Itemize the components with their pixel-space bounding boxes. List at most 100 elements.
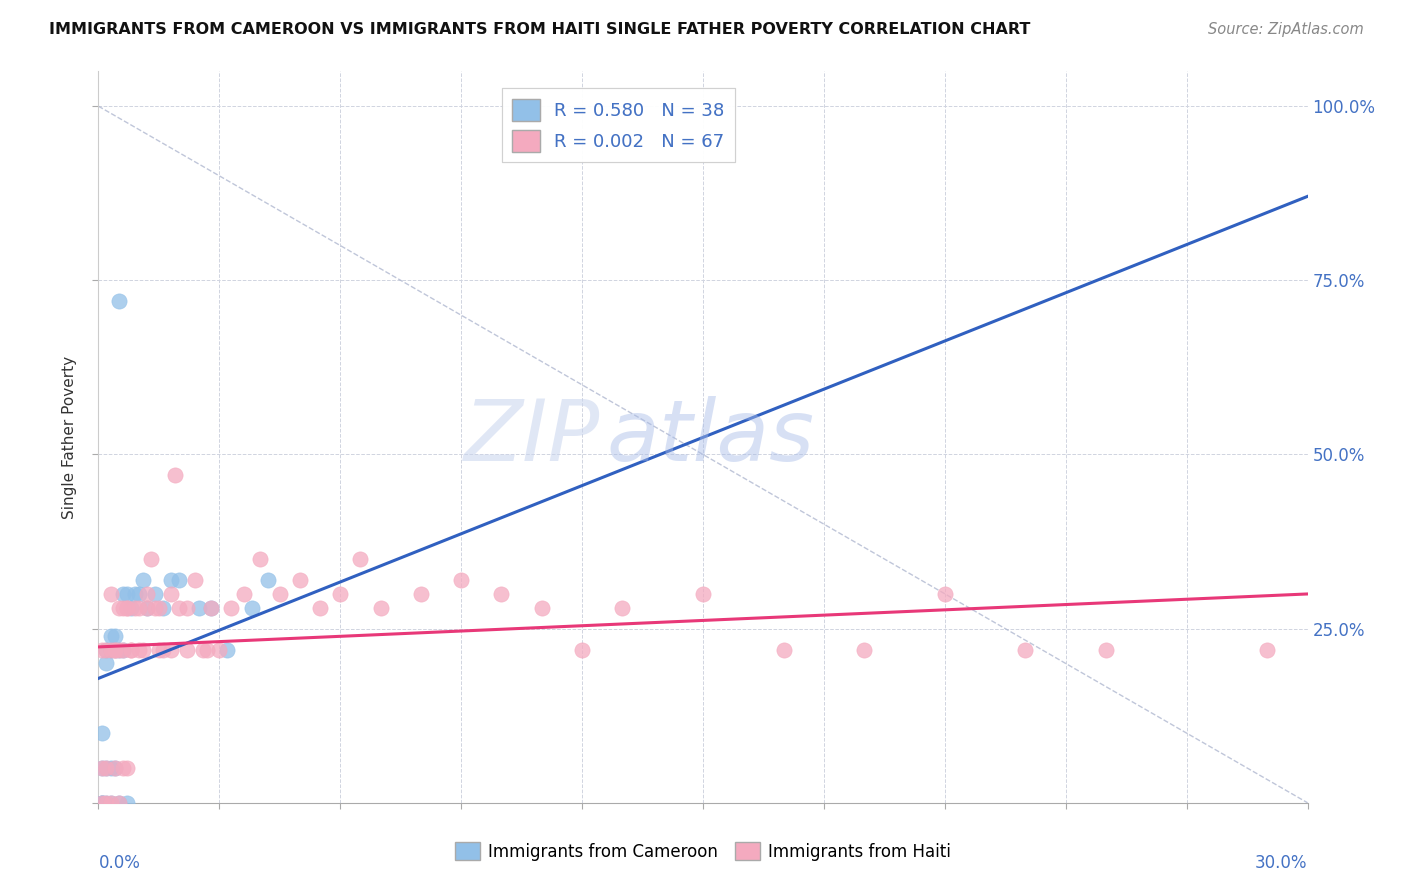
- Point: [143, 600, 166, 615]
- Point: [1256, 642, 1278, 657]
- Point: [217, 642, 239, 657]
- Point: [370, 600, 392, 615]
- Point: [91, 796, 114, 810]
- Point: [188, 600, 211, 615]
- Point: [148, 600, 170, 615]
- Point: [409, 587, 432, 601]
- Point: [135, 600, 157, 615]
- Point: [530, 600, 553, 615]
- Point: [111, 761, 134, 775]
- Point: [152, 600, 174, 615]
- Point: [96, 796, 118, 810]
- Point: [96, 761, 118, 775]
- Point: [160, 587, 183, 601]
- Point: [91, 796, 114, 810]
- Point: [103, 761, 125, 775]
- Point: [111, 600, 134, 615]
- Point: [115, 600, 138, 615]
- Point: [107, 796, 129, 810]
- Point: [91, 796, 114, 810]
- Point: [100, 629, 122, 643]
- Point: [143, 587, 166, 601]
- Point: [107, 642, 129, 657]
- Text: IMMIGRANTS FROM CAMEROON VS IMMIGRANTS FROM HAITI SINGLE FATHER POVERTY CORRELAT: IMMIGRANTS FROM CAMEROON VS IMMIGRANTS F…: [49, 22, 1031, 37]
- Point: [100, 761, 122, 775]
- Point: [100, 587, 122, 601]
- Point: [167, 573, 190, 587]
- Point: [91, 796, 114, 810]
- Point: [96, 642, 118, 657]
- Point: [853, 642, 876, 657]
- Point: [256, 573, 278, 587]
- Point: [128, 642, 150, 657]
- Point: [111, 642, 134, 657]
- Point: [96, 642, 118, 657]
- Legend: R = 0.580   N = 38, R = 0.002   N = 67: R = 0.580 N = 38, R = 0.002 N = 67: [502, 87, 735, 162]
- Point: [115, 587, 138, 601]
- Point: [107, 642, 129, 657]
- Point: [200, 600, 222, 615]
- Point: [103, 761, 125, 775]
- Point: [195, 642, 218, 657]
- Point: [91, 726, 114, 740]
- Point: [103, 642, 125, 657]
- Point: [612, 600, 634, 615]
- Point: [692, 587, 714, 601]
- Point: [115, 796, 138, 810]
- Point: [139, 552, 162, 566]
- Point: [107, 796, 129, 810]
- Point: [111, 587, 134, 601]
- Point: [120, 642, 142, 657]
- Point: [100, 796, 122, 810]
- Point: [200, 600, 222, 615]
- Point: [91, 761, 114, 775]
- Point: [107, 294, 129, 309]
- Point: [124, 587, 146, 601]
- Text: ZIP: ZIP: [464, 395, 600, 479]
- Point: [163, 468, 186, 483]
- Point: [232, 587, 254, 601]
- Point: [135, 587, 157, 601]
- Text: 30.0%: 30.0%: [1256, 854, 1308, 872]
- Point: [103, 629, 125, 643]
- Point: [184, 573, 207, 587]
- Point: [124, 600, 146, 615]
- Text: 0.0%: 0.0%: [98, 854, 141, 872]
- Point: [269, 587, 291, 601]
- Point: [329, 587, 352, 601]
- Point: [115, 761, 138, 775]
- Point: [1014, 642, 1036, 657]
- Point: [96, 796, 118, 810]
- Point: [135, 600, 157, 615]
- Point: [132, 642, 155, 657]
- Point: [208, 642, 231, 657]
- Text: atlas: atlas: [606, 395, 814, 479]
- Point: [120, 642, 142, 657]
- Point: [491, 587, 513, 601]
- Point: [176, 600, 198, 615]
- Point: [103, 642, 125, 657]
- Point: [96, 657, 118, 671]
- Point: [103, 642, 125, 657]
- Point: [152, 642, 174, 657]
- Point: [934, 587, 956, 601]
- Point: [148, 642, 170, 657]
- Point: [167, 600, 190, 615]
- Point: [571, 642, 593, 657]
- Point: [100, 642, 122, 657]
- Point: [91, 642, 114, 657]
- Point: [450, 573, 472, 587]
- Point: [249, 552, 271, 566]
- Point: [128, 600, 150, 615]
- Text: Source: ZipAtlas.com: Source: ZipAtlas.com: [1208, 22, 1364, 37]
- Point: [288, 573, 311, 587]
- Point: [221, 600, 243, 615]
- Point: [193, 642, 215, 657]
- Point: [96, 761, 118, 775]
- Point: [132, 573, 155, 587]
- Point: [309, 600, 332, 615]
- Point: [772, 642, 794, 657]
- Point: [107, 600, 129, 615]
- Point: [115, 600, 138, 615]
- Point: [240, 600, 263, 615]
